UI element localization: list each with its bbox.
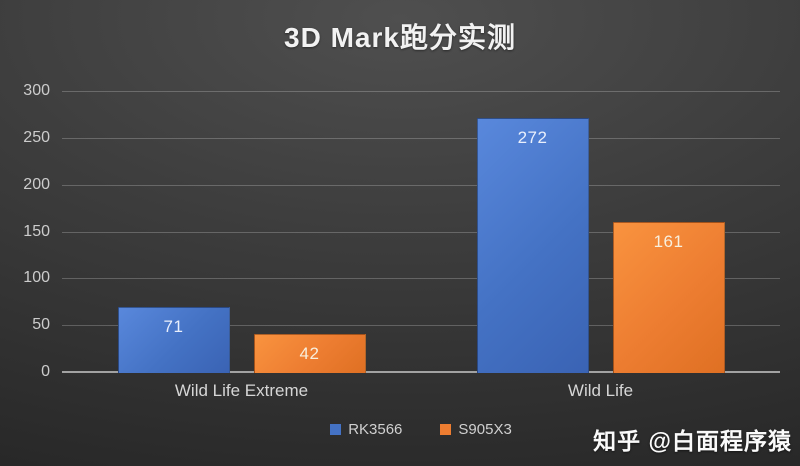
gridline bbox=[62, 137, 780, 139]
legend-item-s905x3: S905X3 bbox=[440, 421, 512, 438]
plot-area: 71 42 Wild Life Extreme 272 161 Wild Life bbox=[62, 91, 780, 400]
y-axis-tick-label: 200 bbox=[23, 175, 50, 193]
gridline bbox=[62, 91, 780, 92]
x-axis-category-label: Wild Life bbox=[567, 381, 634, 400]
bar-s905x3-1: 161 bbox=[612, 222, 725, 373]
gridline bbox=[62, 325, 780, 327]
gridline bbox=[62, 184, 780, 186]
data-label: 272 bbox=[517, 128, 548, 148]
data-label: 42 bbox=[299, 343, 320, 363]
gridline bbox=[62, 278, 780, 280]
legend-swatch-icon bbox=[440, 424, 452, 435]
bar-s905x3-0: 42 bbox=[253, 333, 366, 373]
legend-label: RK3566 bbox=[348, 421, 403, 438]
bar-rk3566-1: 272 bbox=[476, 118, 589, 373]
legend-label: S905X3 bbox=[458, 421, 512, 438]
legend-item-rk3566: RK3566 bbox=[330, 421, 402, 438]
gridline bbox=[62, 231, 780, 233]
legend: RK3566 S905X3 bbox=[62, 421, 780, 438]
bar-rk3566-0: 71 bbox=[117, 306, 230, 373]
y-axis-tick-label: 0 bbox=[41, 363, 50, 380]
y-axis-tick-label: 150 bbox=[23, 222, 50, 240]
x-axis-line bbox=[62, 371, 780, 373]
data-label: 161 bbox=[653, 232, 684, 252]
data-label: 71 bbox=[163, 316, 184, 336]
y-axis-tick-label: 50 bbox=[32, 316, 50, 334]
y-axis-tick-label: 100 bbox=[23, 269, 50, 287]
y-axis-tick-label: 250 bbox=[23, 128, 50, 146]
y-axis-tick-label: 300 bbox=[23, 82, 50, 99]
legend-swatch-icon bbox=[330, 424, 342, 435]
watermark: 知乎 @白面程序猿 bbox=[593, 428, 792, 454]
chart-title: 3D Mark跑分实测 bbox=[284, 22, 516, 53]
x-axis-category-label: Wild Life Extreme bbox=[174, 381, 309, 400]
